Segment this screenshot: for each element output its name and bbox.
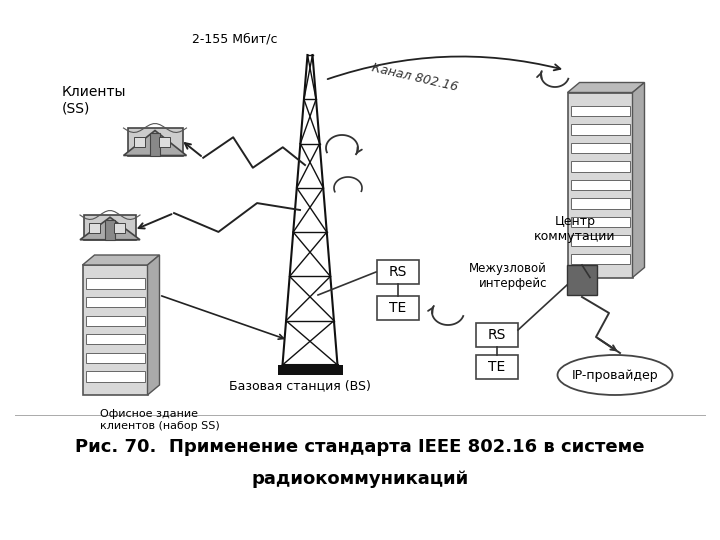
Bar (570, 124, 629, 134)
Text: Межузловой
интерфейс: Межузловой интерфейс (469, 262, 547, 290)
Bar (570, 161, 629, 172)
Bar (86, 279, 145, 289)
Text: IP-провайдер: IP-провайдер (572, 368, 658, 381)
Polygon shape (127, 128, 182, 156)
Polygon shape (83, 255, 160, 265)
Bar (150, 133, 160, 156)
Bar (570, 235, 629, 246)
Bar (476, 323, 518, 347)
Bar (476, 355, 518, 379)
Bar (86, 372, 145, 382)
Text: TE: TE (488, 360, 505, 374)
Text: Рис. 70.  Применение стандарта IEEE 802.16 в системе: Рис. 70. Применение стандарта IEEE 802.1… (76, 438, 644, 456)
Bar (570, 106, 629, 116)
Text: Клиенты
(SS): Клиенты (SS) (62, 85, 127, 115)
Polygon shape (124, 131, 186, 156)
Polygon shape (632, 83, 644, 278)
Text: RS: RS (389, 265, 408, 279)
Ellipse shape (557, 355, 672, 395)
Bar (570, 180, 629, 190)
Bar (86, 315, 145, 326)
Bar (277, 365, 343, 375)
Bar (89, 223, 100, 233)
Polygon shape (80, 217, 140, 240)
Bar (159, 137, 170, 147)
Bar (134, 137, 145, 147)
Bar (377, 260, 419, 284)
Bar (570, 254, 629, 264)
Bar (570, 217, 629, 227)
Bar (114, 223, 125, 233)
Text: Центр
коммутации: Центр коммутации (534, 215, 616, 243)
Text: TE: TE (390, 301, 407, 315)
Text: радиокоммуникаций: радиокоммуникаций (251, 470, 469, 488)
Bar (105, 219, 115, 240)
Text: 2-155 Мбит/с: 2-155 Мбит/с (192, 32, 278, 45)
Text: Канал 802.16: Канал 802.16 (371, 62, 459, 94)
Bar (570, 143, 629, 153)
Polygon shape (84, 215, 136, 240)
Text: Офисное здание
клиентов (набор SS): Офисное здание клиентов (набор SS) (100, 409, 220, 430)
Text: RS: RS (488, 328, 506, 342)
Bar (377, 296, 419, 320)
Polygon shape (567, 83, 644, 92)
Polygon shape (148, 255, 160, 395)
Bar (86, 353, 145, 363)
Bar (570, 198, 629, 208)
Bar (86, 334, 145, 345)
Text: Базовая станция (BS): Базовая станция (BS) (229, 379, 371, 392)
Polygon shape (83, 265, 148, 395)
Polygon shape (567, 92, 632, 278)
Bar (86, 297, 145, 307)
Bar (567, 265, 597, 295)
